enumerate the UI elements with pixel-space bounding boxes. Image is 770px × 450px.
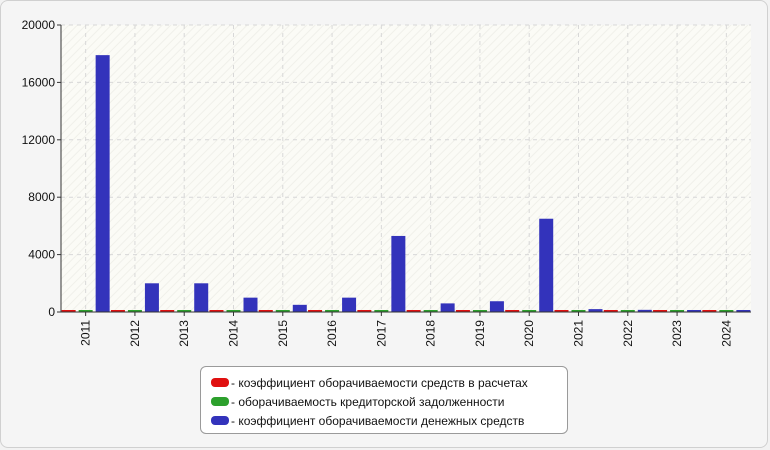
x-tick-label: 2013 — [177, 320, 191, 347]
bars — [61, 55, 751, 312]
bar — [325, 310, 340, 312]
bar — [292, 304, 307, 312]
bar — [374, 310, 389, 312]
x-tick-label: 2019 — [473, 320, 487, 347]
bar — [455, 310, 470, 312]
y-tick-label: 8000 — [28, 190, 55, 204]
bar — [687, 310, 702, 312]
bar — [505, 310, 520, 312]
x-tick-label: 2018 — [424, 320, 438, 347]
bar — [406, 310, 421, 312]
bar — [78, 310, 93, 312]
bar — [110, 310, 125, 312]
bar — [357, 310, 372, 312]
bar — [95, 55, 110, 312]
x-tick-label: 2020 — [522, 320, 536, 347]
bar — [160, 310, 175, 312]
bar — [603, 310, 618, 312]
bar — [472, 310, 487, 312]
x-tick-label: 2016 — [325, 320, 339, 347]
x-tick-label: 2011 — [79, 320, 93, 346]
legend-swatch-green — [211, 397, 229, 406]
bar — [588, 309, 603, 312]
bar — [653, 310, 668, 312]
legend-label: - коэффициент оборачиваемости средств в … — [231, 375, 528, 390]
bar — [440, 303, 455, 312]
gridlines — [61, 24, 751, 312]
plot-area — [61, 25, 751, 312]
y-tick-label: 4000 — [28, 248, 55, 262]
bar — [275, 310, 290, 312]
bar — [342, 297, 357, 312]
x-tick-label: 2015 — [276, 320, 290, 347]
x-tick-label: 2021 — [572, 320, 586, 347]
bar — [489, 301, 504, 312]
bar — [243, 297, 258, 312]
bar — [736, 310, 751, 312]
bar — [539, 218, 554, 312]
bar — [637, 309, 652, 312]
bar — [258, 310, 273, 312]
x-tick-labels: 2011 2012 2013 2014 2015 2016 2017 2018 2019 2020… — [79, 320, 734, 347]
bar — [571, 310, 586, 312]
bar — [702, 310, 717, 312]
y-tick-label: 16000 — [22, 75, 56, 89]
legend: - коэффициент оборачиваемости средств в … — [200, 366, 568, 434]
bar — [554, 310, 569, 312]
bar — [209, 310, 224, 312]
bar — [391, 235, 406, 312]
bar — [177, 310, 192, 312]
legend-item-payables: - оборачиваемость кредиторской задолженн… — [211, 392, 567, 411]
bar — [61, 310, 76, 312]
legend-swatch-blue — [211, 416, 229, 425]
x-tick-label: 2023 — [670, 320, 684, 347]
bar — [226, 310, 241, 312]
axes — [57, 24, 751, 316]
x-tick-label: 2014 — [227, 320, 241, 347]
y-tick-labels: 0 4000 8000 12000 16000 20000 — [22, 18, 56, 319]
legend-item-receivables: - коэффициент оборачиваемости средств в … — [211, 373, 567, 392]
y-tick-label: 12000 — [22, 133, 56, 147]
bar — [522, 310, 537, 312]
bar — [423, 310, 438, 312]
bar — [620, 310, 635, 312]
legend-label: - оборачиваемость кредиторской задолженн… — [231, 394, 505, 409]
x-tick-label: 2017 — [374, 320, 388, 347]
y-tick-label: 0 — [48, 305, 55, 319]
legend-item-cash: - коэффициент оборачиваемости денежных с… — [211, 411, 567, 430]
legend-swatch-red — [211, 378, 229, 387]
bar — [670, 310, 685, 312]
legend-label: - коэффициент оборачиваемости денежных с… — [231, 413, 525, 428]
x-tick-label: 2024 — [719, 320, 733, 347]
bar — [308, 310, 323, 312]
bar — [144, 283, 159, 312]
x-tick-label: 2022 — [621, 320, 635, 347]
x-tick-label: 2012 — [128, 320, 142, 347]
bar — [127, 310, 142, 312]
y-tick-label: 20000 — [22, 18, 56, 32]
bar — [719, 310, 734, 312]
bar — [194, 283, 209, 312]
